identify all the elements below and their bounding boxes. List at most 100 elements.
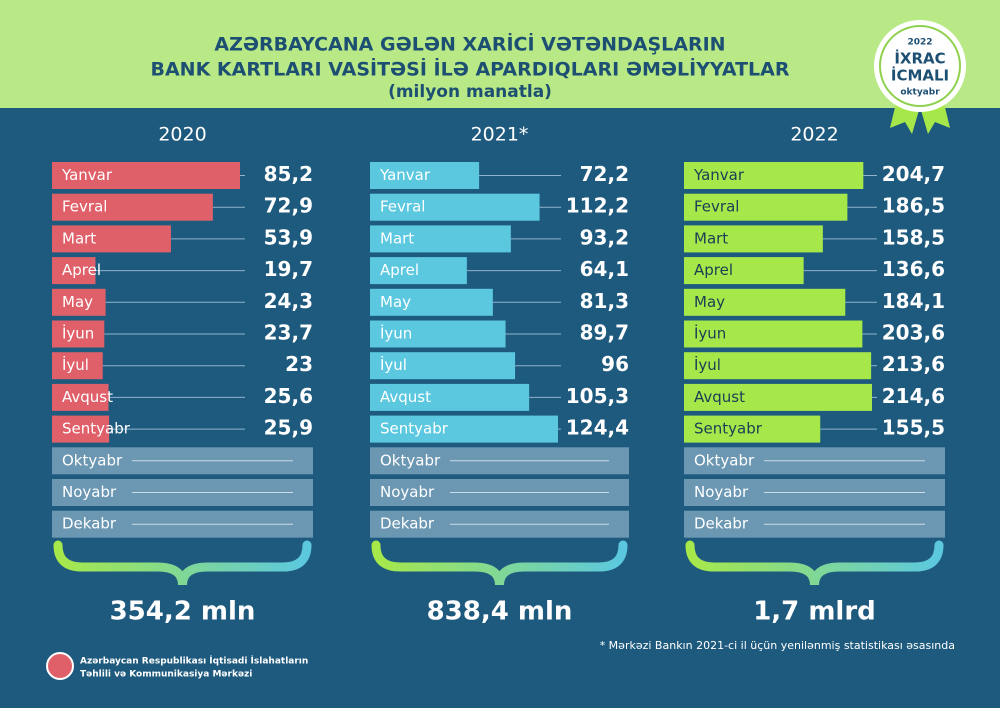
bar [684,320,863,348]
month-label: Avqust [694,388,745,406]
month-label: Mart [694,229,728,247]
month-label: Oktyabr [694,451,755,469]
value-label: 186,5 [882,194,945,218]
value-label: 203,6 [882,321,945,345]
bar [52,415,110,443]
month-label: Noyabr [694,483,749,501]
month-label: İyun [694,324,726,343]
bar [370,352,516,380]
month-label: Avqust [62,388,113,406]
bar [52,320,105,348]
month-label: Aprel [62,261,101,279]
value-label: 25,6 [264,384,313,408]
bar [370,288,493,316]
badge: 2022 İXRAC İCMALI oktyabr [874,20,966,134]
month-label: Dekabr [62,515,117,533]
panel-title: 2020 [158,124,206,146]
footnote: * Mərkəzi Bankın 2021-ci il üçün yenilən… [600,639,955,652]
month-label: Dekabr [380,515,435,533]
month-label: Yanvar [693,166,745,184]
logo: Azərbaycan Respublikası İqtisadi İslahat… [46,652,308,680]
bar [370,383,530,411]
total: 354,2 mln [110,597,256,627]
bar [370,162,480,189]
bar [52,383,109,411]
logo-text: Azərbaycan Respublikası İqtisadi İslahat… [80,656,308,667]
bar [52,193,213,221]
value-label: 19,7 [264,257,313,281]
month-label: Yanvar [61,166,113,184]
month-label: Sentyabr [62,420,131,438]
panel-title: 2021* [471,124,529,146]
value-label: 25,9 [264,416,313,440]
brace [53,540,312,586]
value-label: 184,1 [882,289,945,313]
brace [685,540,944,586]
total: 838,4 mln [427,597,573,627]
value-label: 93,2 [580,225,629,249]
value-label: 81,3 [580,289,629,313]
badge-text: İCMALI [891,66,949,85]
month-label: Sentyabr [380,420,449,438]
month-label: Mart [62,229,96,247]
bar [370,257,467,285]
badge-month: oktyabr [900,88,940,98]
value-label: 64,1 [580,257,629,281]
value-label: 112,2 [566,194,629,218]
value-label: 24,3 [264,289,313,313]
value-label: 213,6 [882,352,945,376]
value-label: 158,5 [882,225,945,249]
month-label: Avqust [380,388,431,406]
bar [684,352,872,380]
value-label: 214,6 [882,384,945,408]
month-label: İyun [380,324,412,343]
bar [684,288,846,316]
bar [684,162,864,189]
month-label: Yanvar [379,166,431,184]
bar [684,193,848,221]
total: 1,7 mlrd [753,597,876,627]
month-label: İyul [380,355,407,374]
month-label: Fevral [380,198,425,216]
bar [370,225,511,253]
month-label: Sentyabr [694,420,763,438]
value-label: 96 [601,352,629,376]
brace [371,540,628,586]
bar [684,415,821,443]
month-label: Fevral [694,198,739,216]
month-label: Aprel [380,261,419,279]
value-label: 89,7 [580,321,629,345]
panel: 2020 Yanvar 85,2 Fevral 72,9 Mart 53,9 Aprel 19,… [52,124,313,627]
month-label: Aprel [694,261,733,279]
value-label: 155,5 [882,416,945,440]
value-label: 53,9 [264,225,313,249]
month-label: İyul [694,355,721,374]
month-label: Dekabr [694,515,749,533]
title: BANK KARTLARI VASİTƏSİ İLƏ APARDIQLARI Ə… [151,57,790,81]
bar [684,257,804,285]
header-band [0,0,1000,108]
title: AZƏRBAYCANA GƏLƏN XARİCİ VƏTƏNDAŞLARIN [214,32,725,56]
bar [370,415,558,443]
badge-text: İXRAC [894,49,945,68]
logo-text: Təhlili və Kommunikasiya Mərkəzi [80,670,252,680]
bar [684,225,823,253]
value-label: 136,6 [882,257,945,281]
month-label: Noyabr [62,483,117,501]
bar [370,320,506,348]
bar [370,193,540,221]
value-label: 72,9 [264,194,313,218]
panel: 2022 Yanvar 204,7 Fevral 186,5 Mart 158,5 Aprel… [684,124,945,627]
month-label: Mart [380,229,414,247]
value-label: 124,4 [566,416,629,440]
bar [52,288,106,316]
month-label: May [694,293,725,311]
value-label: 23 [285,352,313,376]
panel: 2021* Yanvar 72,2 Fevral 112,2 Mart 93,2 Aprel 6… [370,124,629,627]
badge-year: 2022 [907,38,932,48]
month-label: İyun [62,324,94,343]
bar [52,225,171,253]
panel-title: 2022 [790,124,838,146]
month-label: Fevral [62,198,107,216]
